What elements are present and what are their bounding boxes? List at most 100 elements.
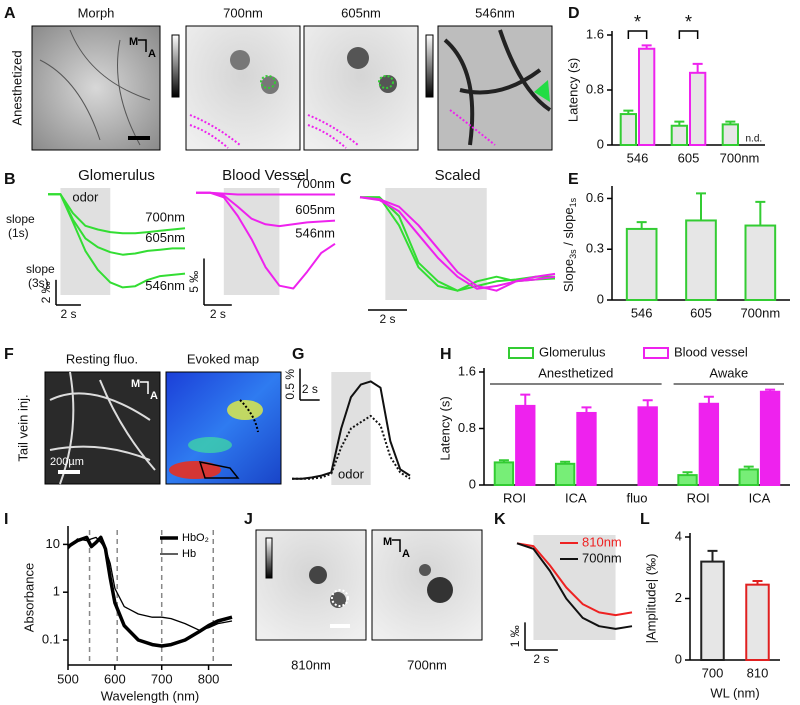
trace [196, 191, 335, 196]
bar [677, 474, 698, 486]
scale-label: 2 s [302, 382, 318, 396]
y-tick-label: 0 [469, 476, 476, 491]
error-bar [560, 460, 571, 464]
y-tick-label: 0 [675, 651, 682, 666]
scale-label: 2 ‰ [39, 281, 53, 303]
error-bar [692, 62, 703, 73]
bar [637, 406, 658, 486]
image-title: Evoked map [187, 351, 259, 366]
annotation: slope [26, 262, 55, 276]
trace [359, 196, 556, 290]
error-bar [765, 388, 776, 392]
scale-label: 1 ‰ [508, 625, 522, 647]
image-title: Morph [78, 5, 115, 20]
x-tick-label: ICA [565, 490, 587, 505]
scale-label: 200µm [50, 456, 84, 468]
legend-label: Hb [182, 548, 196, 560]
colorbar [425, 34, 434, 98]
shade-label: odor [338, 466, 365, 481]
error-bar [581, 406, 592, 413]
x-tick-label: ROI [503, 490, 526, 505]
x-tick-label: 600 [104, 671, 126, 686]
orientation-label: A [402, 548, 410, 560]
image-title: 700nm [223, 5, 263, 20]
panel-letter: J [244, 511, 253, 528]
y-tick-label: 4 [675, 528, 682, 543]
blob [347, 47, 369, 69]
y-axis-label-part: Slope [561, 259, 576, 292]
bar [625, 227, 658, 301]
trace-label: 605nm [295, 202, 335, 217]
y-tick-label: 0 [597, 136, 604, 151]
error-bar [674, 120, 685, 126]
y-axis-label: Latency (s) [437, 396, 452, 460]
x-tick-label: 700nm [740, 305, 780, 320]
y-axis-label: Latency (s) [565, 58, 580, 122]
legend-label: Blood vessel [674, 344, 748, 359]
legend-label: HbO₂ [182, 532, 209, 544]
bar [515, 404, 536, 486]
colorbar [171, 34, 180, 98]
trace-label: 700nm [295, 176, 335, 191]
x-tick-label: 546 [631, 305, 653, 320]
orientation-label: M [129, 36, 138, 48]
blob [261, 76, 279, 94]
y-axis-label-part: 3s [568, 249, 578, 259]
bar [638, 47, 656, 146]
significance: * [685, 12, 692, 32]
orientation-mark [138, 39, 147, 52]
vessel [443, 29, 552, 146]
trace [48, 193, 186, 235]
y-tick-label: 0.8 [458, 420, 476, 435]
scale-label: 2 s [60, 307, 76, 321]
panel-letter: D [568, 5, 580, 22]
y-tick-label: 10 [46, 536, 60, 551]
vessel [39, 29, 151, 146]
map-blob [188, 437, 232, 453]
error-bar [752, 579, 763, 585]
x-tick-label: 700 [151, 671, 173, 686]
orientation-label: A [150, 390, 158, 402]
image-label: 810nm [291, 657, 331, 672]
error-bar [623, 109, 634, 115]
error-bar [755, 200, 766, 226]
scale-bar [330, 624, 350, 628]
x-tick-label: 605 [678, 150, 700, 165]
x-tick-label: 800 [198, 671, 220, 686]
arrow [534, 80, 550, 102]
legend-swatch [643, 347, 669, 359]
y-axis-label: Absorbance [21, 563, 36, 632]
y-tick-label: 0.6 [586, 190, 604, 205]
bar [721, 123, 740, 146]
image [44, 371, 161, 485]
significance-bracket [678, 30, 699, 39]
trace [48, 193, 186, 289]
error-bar [696, 192, 706, 221]
error-bar [703, 395, 714, 404]
x-axis-label: WL (nm) [710, 685, 759, 700]
image-title: 605nm [341, 5, 381, 20]
roi [449, 109, 496, 146]
row-label: Tail vein inj. [15, 394, 30, 461]
roi [260, 75, 276, 89]
x-tick-label: ROI [687, 490, 710, 505]
orientation-mark [392, 539, 401, 552]
trace-title: Blood Vessel [222, 167, 309, 184]
image [255, 529, 367, 641]
y-tick-label: 0.3 [586, 241, 604, 256]
annotation: (3s) [28, 276, 49, 290]
map-blob [227, 400, 263, 420]
y-tick-label: 1.6 [458, 363, 476, 378]
blob [230, 50, 250, 70]
panel-letter: G [292, 346, 304, 363]
panel-letter: E [568, 171, 579, 188]
bar [759, 390, 781, 486]
y-tick-label: 0.1 [42, 631, 60, 646]
shade-label: odor [72, 189, 99, 204]
stimulus-shade [223, 188, 280, 295]
x-tick-label: 810 [747, 665, 769, 680]
orientation-label: A [148, 48, 156, 60]
error-bar [682, 471, 693, 476]
x-tick-label: ICA [749, 490, 771, 505]
y-tick-label: 2 [675, 590, 682, 605]
